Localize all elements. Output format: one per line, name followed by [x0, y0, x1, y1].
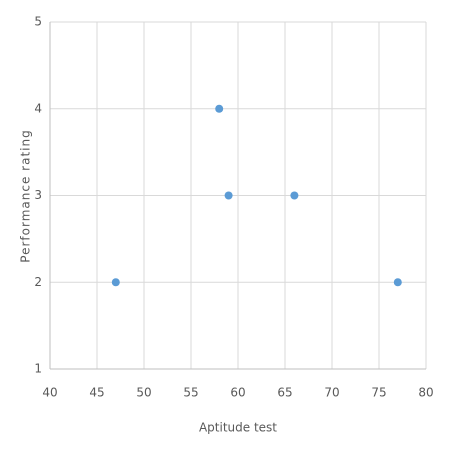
- x-tick-label: 50: [136, 386, 151, 400]
- y-tick-label: 4: [34, 101, 42, 115]
- y-tick-label: 5: [34, 15, 42, 29]
- x-tick-label: 75: [371, 386, 386, 400]
- point: [290, 191, 299, 200]
- x-axis-label: Aptitude test: [199, 421, 277, 435]
- point: [215, 104, 224, 113]
- x-tick-label: 80: [418, 386, 433, 400]
- x-tick-label: 60: [230, 386, 245, 400]
- point: [224, 191, 233, 200]
- y-tick-label: 1: [34, 362, 42, 376]
- point: [393, 278, 402, 287]
- x-tick-label: 70: [324, 386, 339, 400]
- x-tick-label: 55: [183, 386, 198, 400]
- y-tick-label: 3: [34, 188, 42, 202]
- y-tick-label: 2: [34, 275, 42, 289]
- x-tick-label: 40: [42, 386, 57, 400]
- y-axis-label: Performance rating: [19, 129, 33, 262]
- x-tick-label: 65: [277, 386, 292, 400]
- x-tick-label: 45: [89, 386, 104, 400]
- point: [111, 278, 120, 287]
